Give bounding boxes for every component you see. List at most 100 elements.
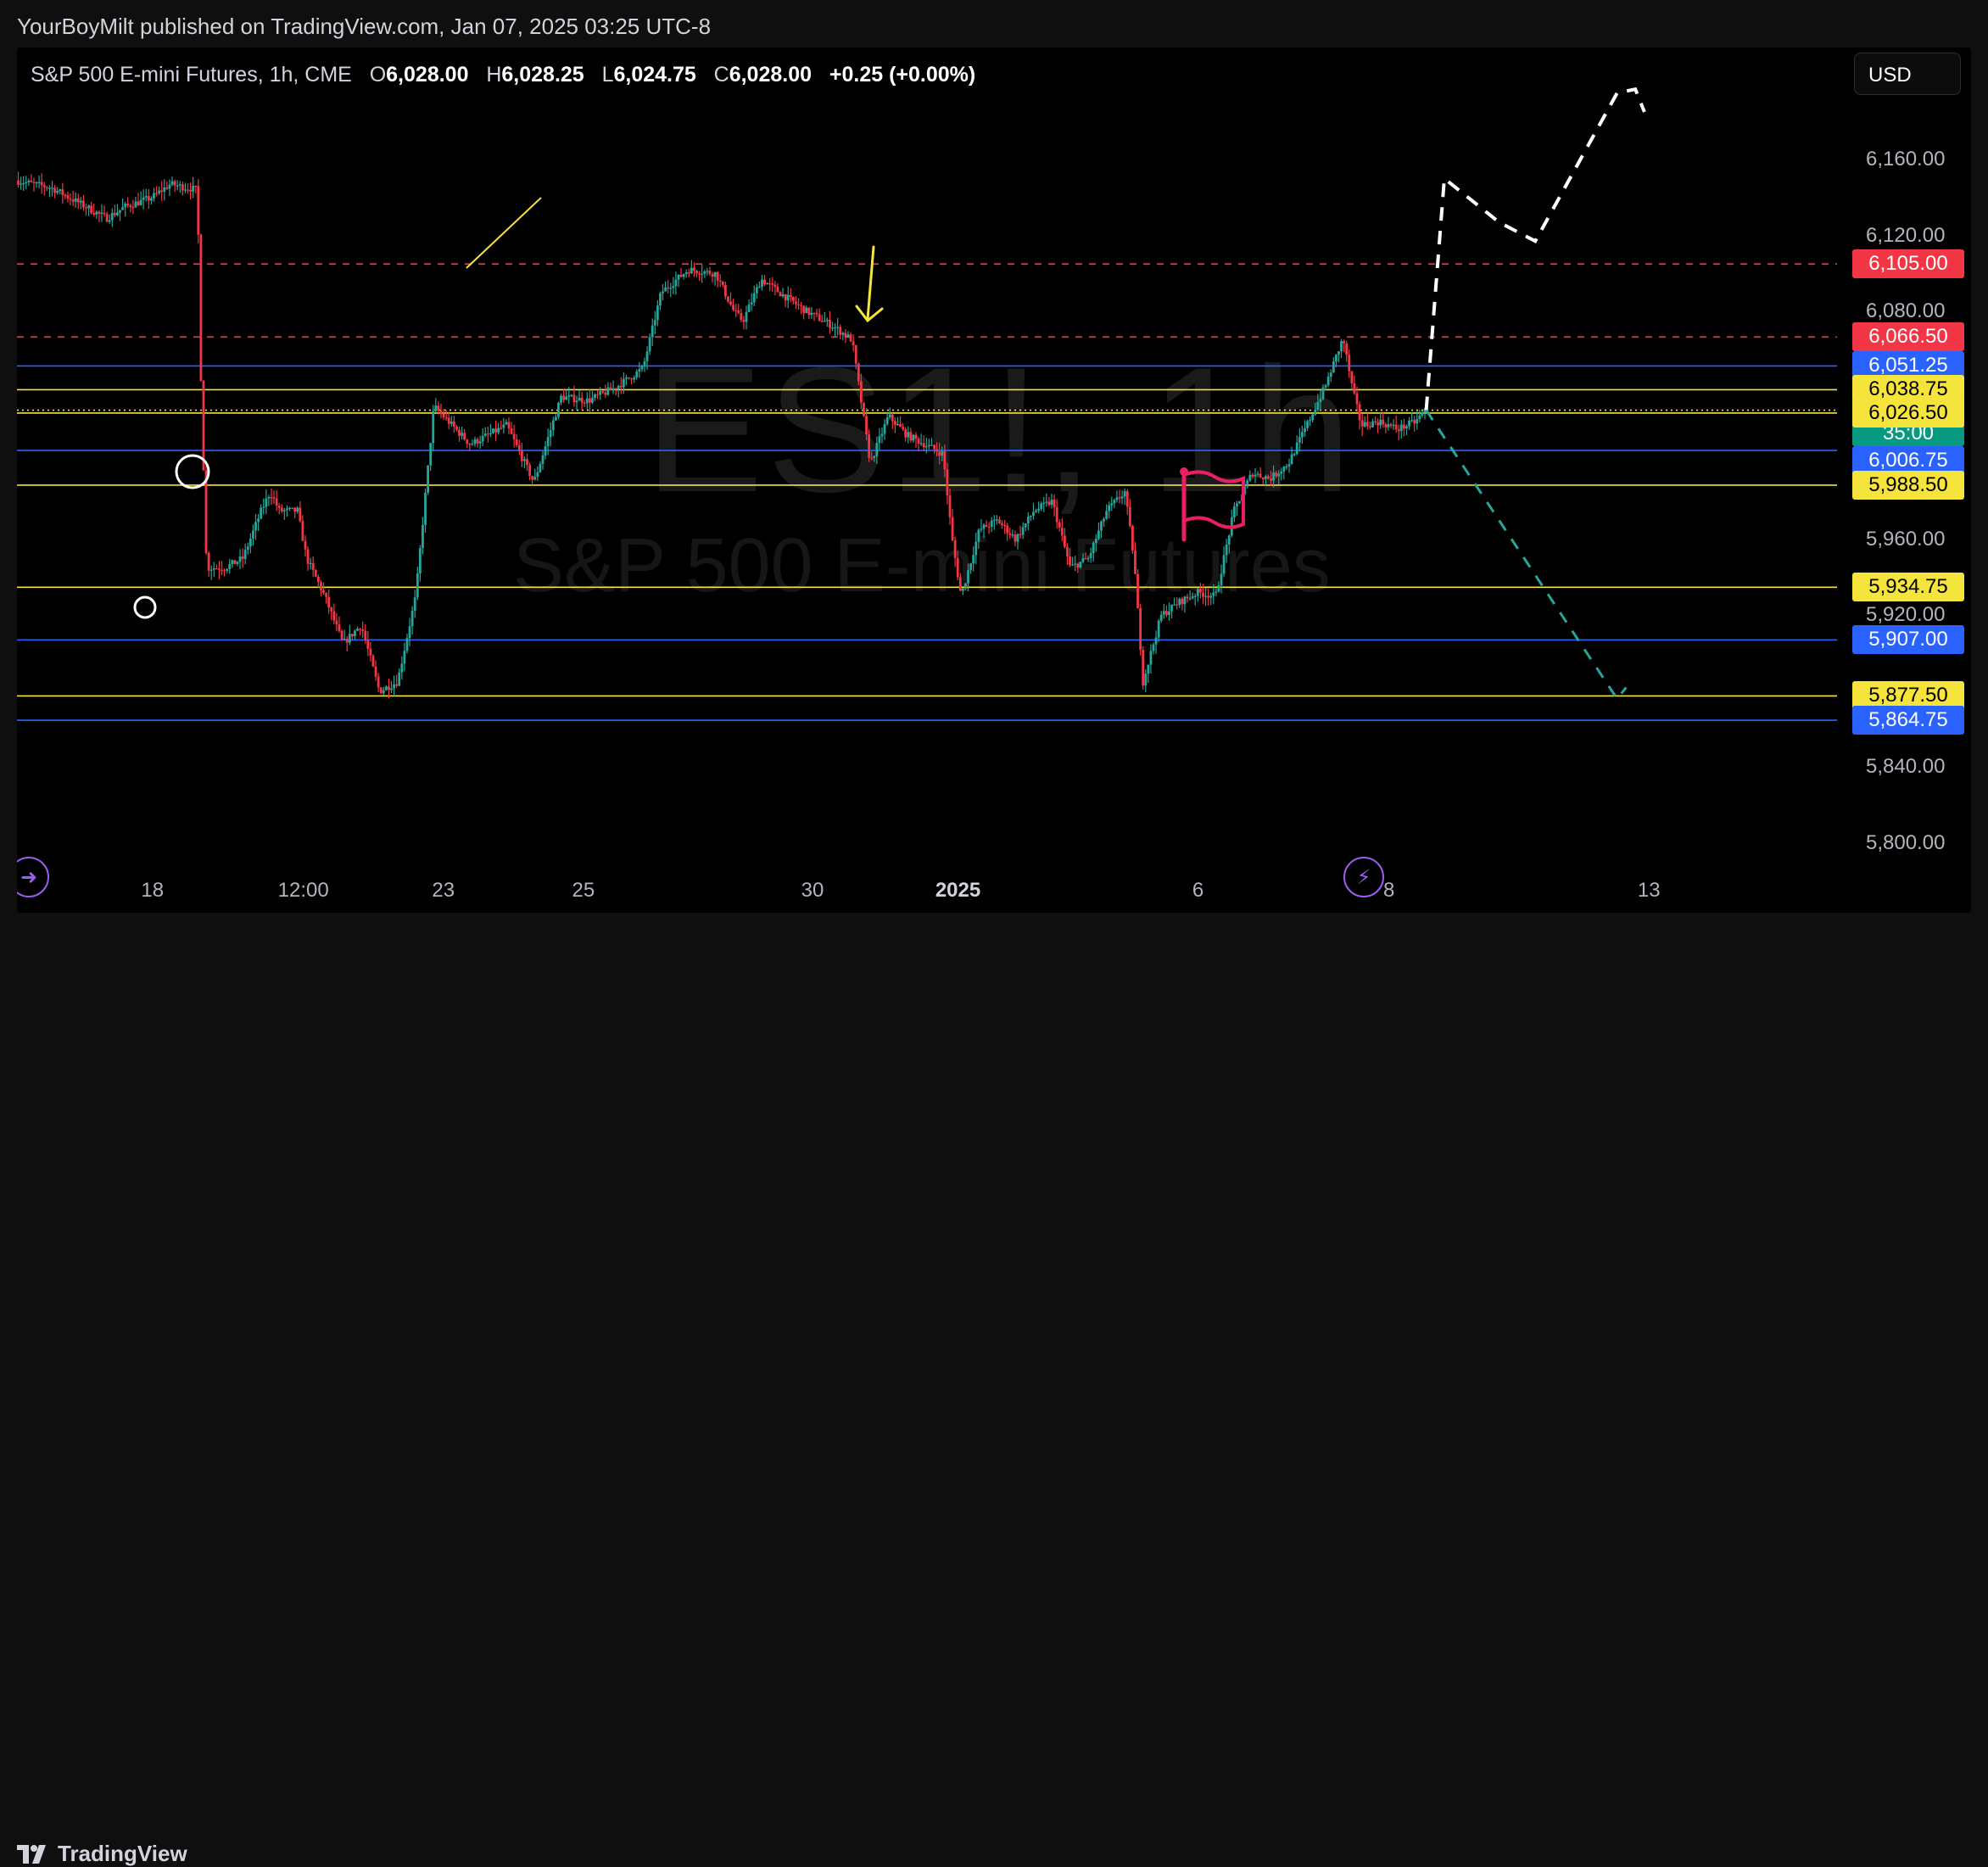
candle-body (176, 185, 179, 187)
candle-body (314, 569, 317, 577)
candle-body (1397, 429, 1400, 432)
candle-body (354, 630, 356, 637)
candle-body (693, 267, 695, 271)
candle-body (1164, 611, 1168, 615)
candle-body (1110, 503, 1114, 506)
candle-body (134, 201, 137, 208)
y-tick-label: 5,920.00 (1866, 603, 1946, 627)
watermark-name: S&P 500 E-mini Futures (513, 523, 1331, 608)
tradingview-logo[interactable]: TradingView (17, 1841, 187, 1867)
candle-body (197, 186, 200, 235)
candle-body (113, 213, 116, 215)
candle-body (515, 439, 518, 445)
candle-body (896, 423, 899, 426)
candle-body (76, 198, 80, 203)
candle-body (304, 540, 307, 550)
candle-body (388, 686, 390, 690)
chart-frame[interactable]: ES1!, 1h S&P 500 E-mini Futures S&P 500 … (17, 48, 1971, 913)
candle-body (1301, 432, 1304, 438)
ohlc-legend: S&P 500 E-mini Futures, 1h, CME O6,028.0… (31, 63, 975, 87)
currency-button[interactable]: USD (1854, 53, 1961, 95)
candle-body (473, 439, 477, 444)
candle-body (585, 398, 589, 404)
candle-body (131, 207, 135, 209)
candle-body (1246, 480, 1249, 487)
candle-body (507, 422, 511, 428)
candle-body (1118, 497, 1121, 499)
candle-body (59, 189, 62, 192)
published-info: YourBoyMilt published on TradingView.com… (17, 14, 712, 39)
candle-body (189, 189, 192, 192)
candle-body (880, 433, 884, 437)
candle-body (1350, 371, 1354, 383)
candle-body (800, 305, 803, 306)
candle-body (1275, 472, 1278, 477)
candle-body (1377, 422, 1380, 426)
candle-body (275, 498, 278, 506)
candle-body (1290, 454, 1293, 465)
price-chart[interactable] (17, 48, 1971, 913)
candle-body (170, 181, 174, 185)
candle-body (980, 528, 983, 530)
candle-body (930, 444, 933, 446)
candle-body (1421, 412, 1424, 416)
candle-body (422, 524, 424, 549)
candle-body (863, 402, 865, 416)
candle-body (1267, 476, 1270, 479)
candle-body (815, 312, 818, 315)
candle-body (1181, 598, 1184, 605)
candle-body (1040, 503, 1043, 509)
candle-body (517, 444, 521, 451)
candle-body (153, 193, 155, 198)
candle-body (231, 560, 234, 565)
candle-body (1363, 422, 1366, 427)
candle-body (1369, 426, 1371, 428)
candle-body (541, 455, 544, 464)
candle-body (209, 569, 213, 571)
candle-body (1306, 421, 1309, 428)
candle-body (1259, 473, 1262, 478)
candle-body (1136, 573, 1139, 608)
candle-body (640, 366, 644, 370)
candle-body (212, 568, 215, 570)
candle-body (701, 273, 704, 276)
price-level-label: 5,934.75 (1852, 573, 1964, 602)
candle-body (165, 187, 169, 189)
candle-body (340, 630, 343, 640)
candle-body (458, 429, 461, 436)
candle-body (1204, 595, 1207, 597)
candle-body (142, 197, 145, 200)
candle-body (377, 676, 380, 688)
candle-body (309, 562, 312, 565)
candle-body (1081, 558, 1085, 562)
navigate-arrow-icon[interactable]: ➜ (17, 857, 49, 897)
candle-body (813, 312, 816, 315)
candle-body (969, 563, 973, 571)
candle-body (413, 597, 416, 612)
candle-body (591, 398, 594, 403)
candle-body (126, 204, 130, 206)
candle-body (1196, 589, 1199, 596)
candle-body (536, 472, 539, 478)
candle-body (223, 570, 226, 572)
candle-body (296, 507, 299, 512)
candle-body (750, 302, 753, 305)
candle-body (810, 312, 813, 316)
candle-body (1280, 471, 1283, 474)
candle-body (1157, 620, 1160, 638)
candle-body (578, 397, 581, 401)
candle-body (768, 283, 772, 285)
candle-body (771, 283, 774, 285)
candle-body (1358, 404, 1361, 421)
candle-body (1340, 340, 1343, 352)
lightning-icon[interactable]: ⚡ (1343, 857, 1384, 897)
candle-body (371, 656, 375, 667)
candle-body (1123, 491, 1126, 497)
candle-body (1128, 506, 1131, 527)
down-arrow-icon (855, 245, 884, 323)
candle-body (899, 423, 902, 428)
y-tick-label: 5,800.00 (1866, 831, 1946, 854)
candle-body (267, 496, 271, 499)
candle-body (100, 212, 103, 215)
candle-body (690, 267, 693, 274)
